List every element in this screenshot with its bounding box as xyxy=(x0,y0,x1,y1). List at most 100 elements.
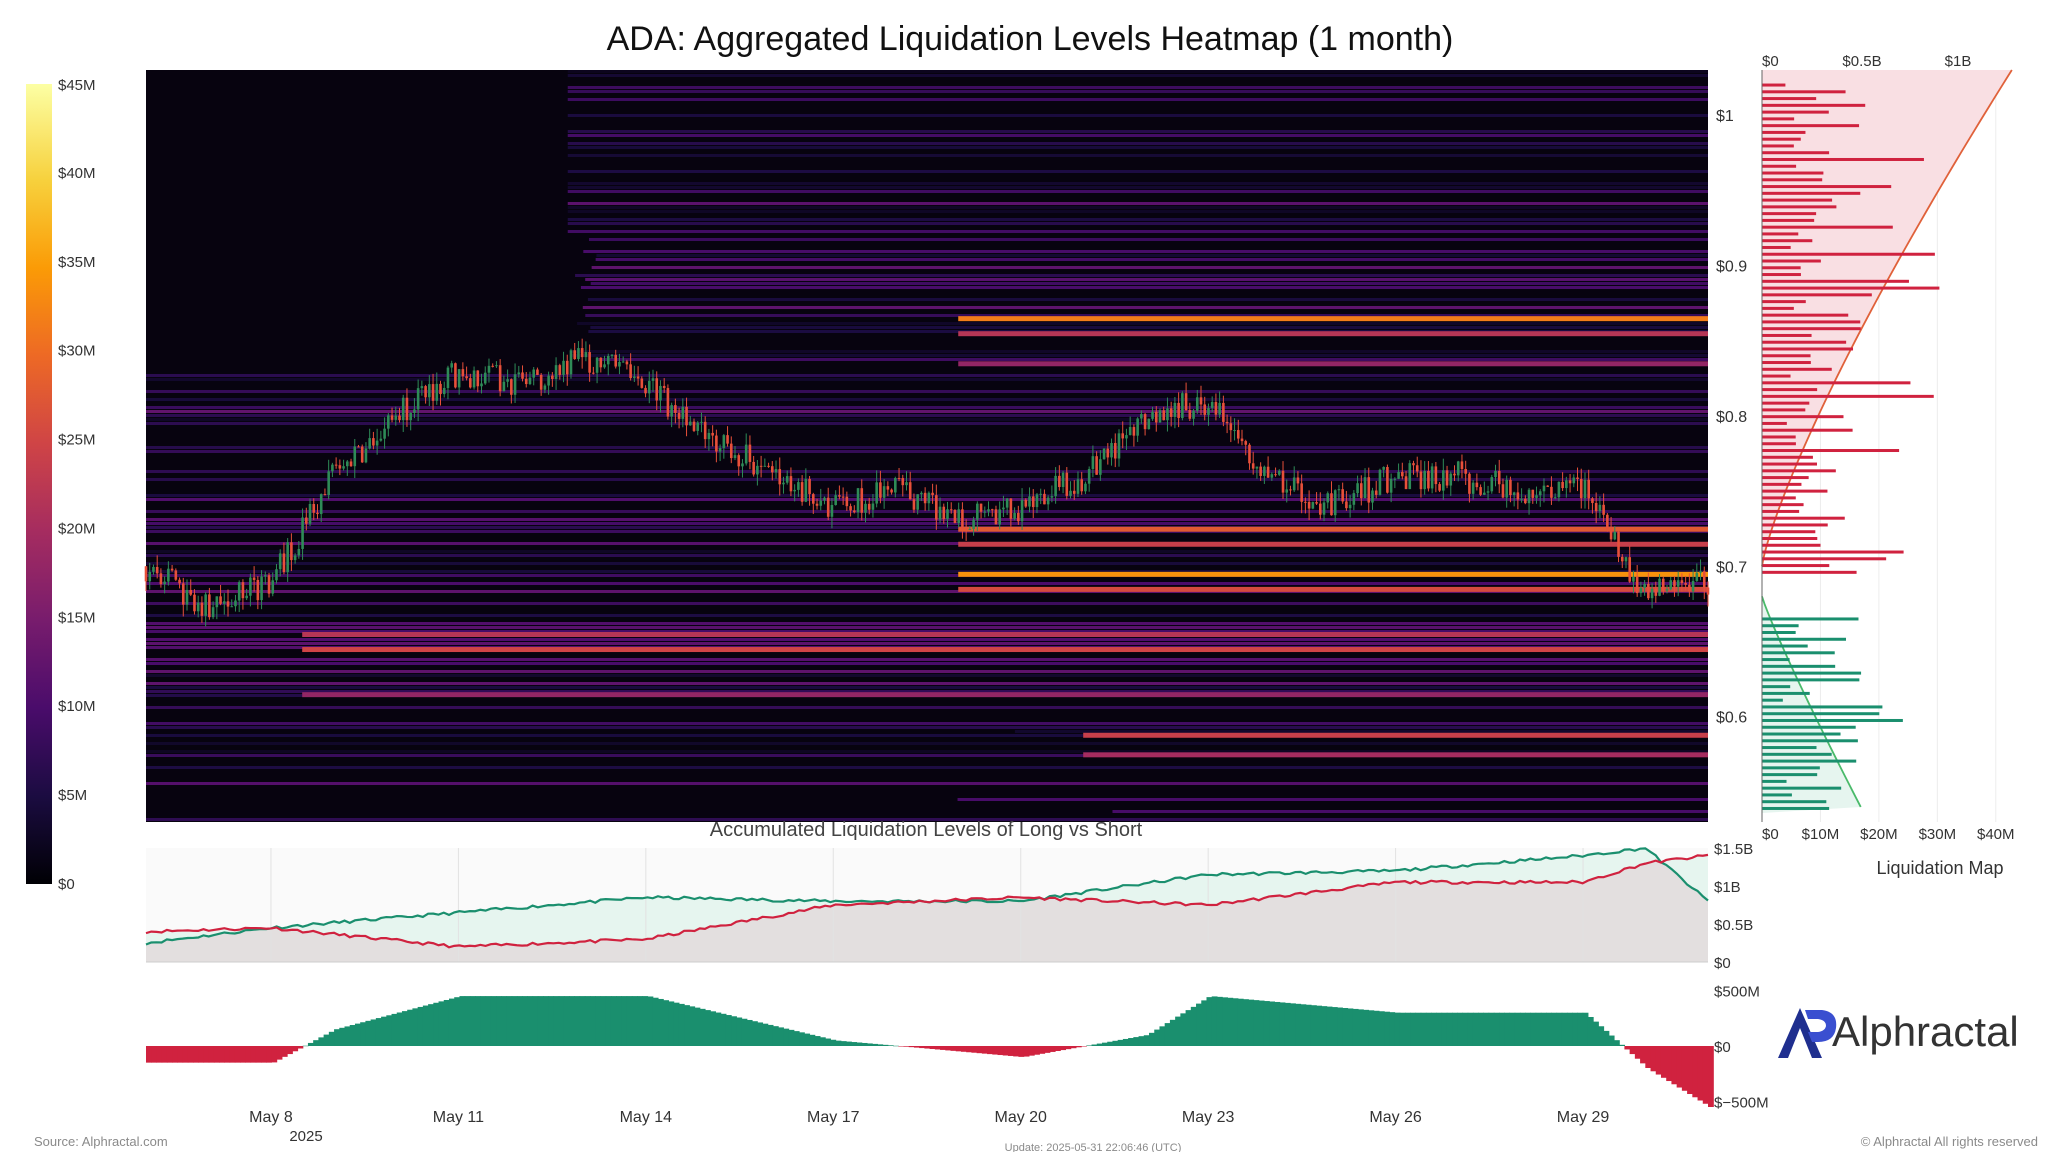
delta-bar xyxy=(814,1036,821,1046)
candle xyxy=(1341,489,1344,502)
delta-bar xyxy=(882,1044,889,1046)
candle xyxy=(897,478,901,480)
delta-bar xyxy=(1431,1012,1437,1046)
candle xyxy=(1572,477,1576,484)
heatmap-row xyxy=(146,734,1708,737)
candle xyxy=(394,415,398,420)
candle xyxy=(152,566,155,572)
candle xyxy=(1326,493,1330,503)
delta-bar xyxy=(287,1046,293,1055)
long-liquidation-bar xyxy=(1762,806,1830,810)
long-liquidation-bar xyxy=(1762,725,1856,729)
heatmap-row xyxy=(146,642,1708,645)
heatmap-row xyxy=(585,278,1708,281)
candle xyxy=(882,486,886,498)
liquidation-band xyxy=(302,647,1709,653)
heatmap-row xyxy=(570,354,1708,357)
candle xyxy=(946,509,949,520)
liquidation-band xyxy=(1083,752,1708,758)
delta-bar xyxy=(1128,1038,1134,1046)
delta-bar xyxy=(1216,996,1223,1046)
candle xyxy=(517,372,521,375)
liquidation-band xyxy=(958,316,1708,322)
delta-bar xyxy=(1671,1046,1678,1085)
candle xyxy=(1009,498,1013,519)
candle xyxy=(1512,492,1516,496)
candle xyxy=(301,517,304,549)
candle xyxy=(1468,473,1471,494)
liquidation-band xyxy=(958,586,1708,592)
delta-bar xyxy=(793,1031,800,1046)
candle xyxy=(465,376,468,379)
long-liquidation-bar xyxy=(1762,651,1835,655)
delta-bar xyxy=(339,1027,346,1046)
candle xyxy=(565,360,569,375)
delta-bar xyxy=(1117,1039,1124,1046)
delta-bar xyxy=(1514,1012,1521,1046)
short-liquidation-bar xyxy=(1762,455,1813,459)
candle xyxy=(1449,473,1453,486)
delta-bar xyxy=(1049,1046,1056,1052)
price-candles xyxy=(144,338,1710,627)
candle xyxy=(457,369,461,388)
delta-bar xyxy=(193,1046,199,1063)
short-liquidation-bar xyxy=(1762,340,1847,344)
delta-bar xyxy=(913,1046,920,1048)
candle xyxy=(912,499,916,510)
candle xyxy=(1527,489,1531,504)
delta-bar xyxy=(694,1007,701,1046)
delta-bar xyxy=(1702,1046,1709,1104)
candle xyxy=(1102,448,1106,460)
candle xyxy=(144,566,148,582)
accum-y-label: $0.5B xyxy=(1714,917,1753,934)
candle xyxy=(416,388,420,410)
delta-bar xyxy=(469,996,476,1046)
candle xyxy=(1654,588,1658,596)
candle xyxy=(1471,482,1475,494)
candle xyxy=(1117,433,1121,459)
delta-bar xyxy=(412,1008,419,1046)
candle xyxy=(1002,507,1005,510)
heatmap-row xyxy=(1014,730,1708,733)
delta-bar xyxy=(563,996,570,1046)
short-liquidation-bar xyxy=(1762,225,1893,229)
heatmap-row xyxy=(146,450,1708,453)
candle xyxy=(722,435,726,449)
candle xyxy=(1673,580,1676,587)
delta-bar xyxy=(788,1029,795,1046)
candle xyxy=(867,503,871,510)
candle xyxy=(204,594,207,616)
candle xyxy=(271,580,275,594)
candle xyxy=(700,421,703,423)
delta-bar xyxy=(1164,1023,1171,1046)
accum-panel: $1.5B $1B $0.5B $0 xyxy=(145,841,1753,972)
long-liquidation-bar xyxy=(1762,718,1903,722)
delta-bar xyxy=(229,1046,236,1063)
candle xyxy=(729,443,733,459)
liquidation-map-caption: Liquidation Map xyxy=(1876,858,2003,878)
candle xyxy=(521,372,524,379)
candle xyxy=(476,370,480,387)
long-liquidation-bar xyxy=(1762,624,1799,628)
candle xyxy=(551,375,554,380)
delta-bar xyxy=(945,1046,952,1051)
delta-bar xyxy=(543,996,549,1046)
candle xyxy=(942,506,946,520)
candle xyxy=(554,365,558,380)
footer-source: Source: Alphractal.com xyxy=(34,1134,168,1149)
heatmap-row xyxy=(146,378,1708,381)
candle xyxy=(1531,489,1535,498)
delta-bar xyxy=(433,1002,440,1046)
delta-bar xyxy=(203,1046,210,1063)
delta-bar xyxy=(1028,1046,1035,1056)
alphractal-logo xyxy=(1778,1008,1837,1058)
delta-bar xyxy=(1081,1046,1087,1047)
delta-bar xyxy=(443,999,450,1046)
delta-bar xyxy=(809,1034,816,1046)
candle xyxy=(681,406,685,419)
side-bottom-axis-label: $40M xyxy=(1977,826,2015,843)
delta-y-label: $0 xyxy=(1714,1039,1731,1056)
heatmap xyxy=(146,70,1709,821)
candle xyxy=(379,438,383,441)
